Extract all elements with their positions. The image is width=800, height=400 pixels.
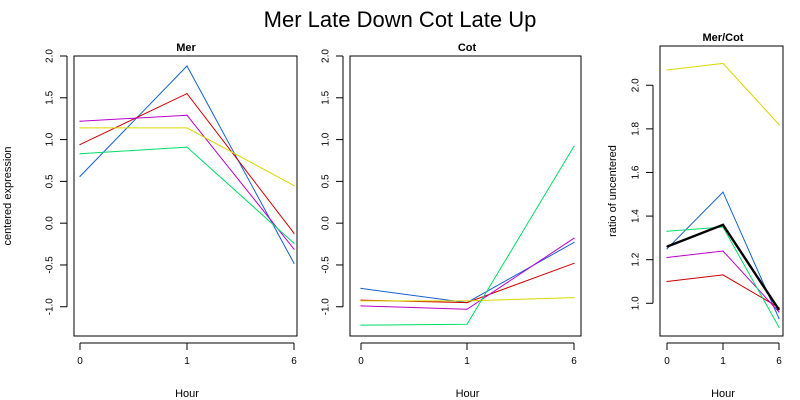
panel-mer-cot: Mer/Cot 0 1 6 Hour 1.0 1.2 1.4 1.6 1.8 2.0 ratio of…	[607, 32, 784, 400]
cot-x-tick-label: 6	[571, 356, 577, 367]
mer-cot-y-axis-label: ratio of uncentered	[607, 145, 619, 237]
mer-cot-y-tick-label: 1.2	[631, 252, 642, 266]
mer-cot-series-1-point	[666, 280, 668, 283]
cot-series-3-point	[466, 300, 468, 302]
mer-series-1-point	[79, 144, 81, 146]
mer-y-tick-label: -0.5	[45, 256, 56, 274]
mer-series-0-point	[186, 65, 188, 67]
mer-series-line-2	[79, 114, 295, 250]
panel-cot: Cot 0 1 6 Hour -1.0 -0.5 0.0 0.5 1.0 1.5 2.0	[321, 42, 582, 400]
mer-cot-series-2-point	[666, 256, 668, 259]
cot-series-1-point	[466, 302, 468, 304]
mer-cot-x-tick-label: 0	[664, 356, 670, 367]
mer-cot-series-5-point	[778, 309, 780, 311]
cot-series-line-1	[360, 262, 575, 304]
cot-y-tick-label: 0.0	[321, 216, 332, 230]
cot-series-3-point	[573, 297, 575, 299]
cot-series-0-point	[573, 241, 575, 243]
mer-cot-series-0-point	[722, 191, 724, 193]
cot-x-tick-label: 1	[464, 356, 470, 367]
mer-cot-series-3-point	[722, 62, 724, 64]
cot-series-1-point	[573, 262, 575, 264]
cot-x-tick-label: 0	[358, 356, 364, 367]
cot-y-tick-label: 0.5	[321, 174, 332, 188]
mer-cot-series-line-3	[666, 62, 780, 125]
mer-series-4-point	[79, 153, 81, 155]
cot-title: Cot	[458, 42, 477, 54]
mer-cot-x-axis-label: Hour	[711, 388, 735, 400]
mer-cot-series-5-point	[666, 246, 668, 248]
mer-series-3-point	[186, 127, 188, 129]
cot-y-tick-label: -1.0	[321, 298, 332, 316]
cot-series-2-point	[466, 308, 468, 310]
cot-series-4-point	[573, 145, 575, 147]
mer-cot-x-tick-label: 6	[776, 356, 782, 367]
mer-x-tick-label: 1	[184, 356, 190, 367]
cot-series-0-point	[360, 287, 362, 289]
mer-series-3-point	[79, 127, 81, 129]
mer-series-2-point	[186, 114, 188, 116]
mer-cot-series-1-point	[722, 274, 724, 276]
mer-series-line-4	[79, 146, 295, 244]
cot-series-2-point	[360, 305, 362, 307]
cot-frame	[349, 55, 582, 337]
cot-series-4-point	[360, 324, 362, 326]
figure-title: Mer Late Down Cot Late Up	[264, 7, 537, 32]
mer-cot-series-3-point	[666, 69, 668, 71]
mer-cot-series-5-point	[722, 224, 724, 226]
mer-y-tick-label: 1.5	[45, 90, 56, 104]
mer-y-tick-label: 1.0	[45, 132, 56, 146]
cot-y-tick-label: 1.5	[321, 90, 332, 104]
mer-cot-x-tick-label: 1	[720, 356, 726, 367]
mer-frame	[73, 55, 298, 337]
mer-series-1-point	[186, 93, 188, 95]
cot-series-3-point	[360, 300, 362, 302]
mer-series-line-1	[79, 92, 295, 234]
mer-cot-series-4-point	[778, 326, 780, 328]
cot-series-line-0	[360, 241, 575, 304]
mer-y-tick-label: 0.0	[45, 216, 56, 230]
mer-series-0-point	[293, 262, 295, 264]
cot-series-line-3	[361, 297, 575, 302]
mer-series-1-point	[293, 232, 295, 234]
mer-cot-series-4-point	[666, 230, 668, 232]
mer-cot-series-0-point	[778, 318, 780, 320]
panel-mer: Mer 0 1 6 Hour -1.0 -0.5 0.0 0.5 1.0 1.5 2.0 centere…	[2, 42, 298, 400]
mer-x-axis-label: Hour	[175, 388, 199, 400]
mer-cot-series-3-point	[778, 123, 780, 126]
mer-cot-series-line-4	[666, 226, 780, 328]
cot-x-axis-label: Hour	[456, 388, 480, 400]
mer-title: Mer	[176, 42, 196, 54]
cot-series-2-point	[573, 237, 575, 239]
mer-y-axis-label: centered expression	[2, 146, 14, 245]
mer-y-tick-label: 2.0	[45, 49, 56, 63]
cot-y-tick-label: -0.5	[321, 256, 332, 274]
mer-series-2-point	[293, 248, 295, 250]
mer-x-tick-label: 6	[291, 356, 297, 367]
mer-cot-series-2-point	[778, 311, 780, 313]
mer-x-tick-label: 0	[77, 356, 83, 367]
mer-cot-y-tick-label: 2.0	[631, 78, 642, 92]
mer-cot-y-tick-label: 1.8	[631, 121, 642, 135]
mer-series-line-0	[79, 65, 295, 264]
cot-series-4-point	[466, 323, 468, 325]
mer-cot-y-tick-label: 1.4	[631, 209, 642, 223]
mer-y-tick-label: -1.0	[45, 298, 56, 316]
mer-cot-frame	[659, 45, 784, 337]
mer-series-line-3	[80, 127, 295, 187]
mer-series-3-point	[293, 185, 295, 187]
mer-series-4-point	[293, 242, 295, 244]
mer-series-4-point	[186, 146, 188, 148]
mer-series-2-point	[79, 120, 81, 122]
mer-cot-series-0-point	[666, 248, 668, 250]
mer-cot-y-tick-label: 1.6	[631, 165, 642, 179]
mer-cot-series-2-point	[722, 250, 724, 252]
mer-cot-title: Mer/Cot	[703, 32, 744, 44]
cot-y-tick-label: 2.0	[321, 49, 332, 63]
mer-cot-y-tick-label: 1.0	[631, 296, 642, 310]
mer-series-0-point	[79, 175, 81, 177]
mer-y-tick-label: 0.5	[45, 174, 56, 188]
cot-y-tick-label: 1.0	[321, 132, 332, 146]
